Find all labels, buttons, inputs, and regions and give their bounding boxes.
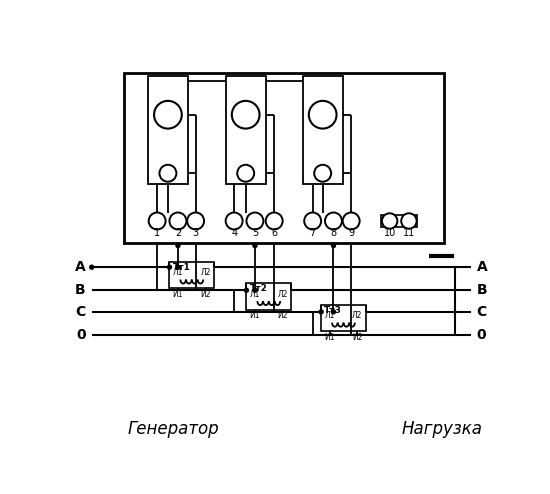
Text: B: B [75, 283, 85, 297]
Text: B: B [477, 283, 487, 297]
Bar [246, 284, 291, 310]
Circle shape [246, 212, 263, 229]
Circle shape [309, 101, 337, 128]
Text: Л2: Л2 [352, 311, 362, 320]
Text: 6: 6 [271, 228, 277, 238]
Text: A: A [477, 260, 487, 274]
Circle shape [266, 212, 283, 229]
Text: 2: 2 [175, 228, 181, 238]
Text: 5: 5 [252, 228, 258, 238]
Text: И1: И1 [250, 311, 260, 320]
Circle shape [167, 264, 172, 270]
Bar [381, 215, 417, 227]
Circle shape [331, 309, 336, 315]
Text: Л2: Л2 [200, 268, 211, 277]
Text: Л2: Л2 [277, 289, 288, 299]
Circle shape [148, 212, 166, 229]
Text: Нагрузка: Нагрузка [402, 420, 482, 438]
Circle shape [402, 213, 417, 229]
Bar [148, 76, 188, 184]
Text: И2: И2 [200, 289, 211, 299]
Bar [302, 76, 343, 184]
Text: И1: И1 [173, 289, 183, 299]
Text: 9: 9 [348, 228, 354, 238]
Text: 0: 0 [76, 328, 85, 342]
Text: 0: 0 [477, 328, 486, 342]
Circle shape [226, 212, 243, 229]
Circle shape [244, 288, 249, 293]
Text: И2: И2 [352, 333, 362, 342]
Circle shape [89, 264, 95, 270]
Circle shape [154, 101, 182, 128]
Circle shape [237, 165, 254, 182]
Text: Л1: Л1 [250, 289, 260, 299]
Circle shape [175, 264, 180, 270]
Circle shape [331, 243, 336, 248]
Text: И1: И1 [324, 333, 335, 342]
Text: 8: 8 [331, 228, 337, 238]
Circle shape [160, 165, 177, 182]
Circle shape [304, 212, 321, 229]
Circle shape [175, 243, 180, 248]
Circle shape [252, 288, 257, 293]
Text: Л1: Л1 [324, 311, 335, 320]
Text: Тт1: Тт1 [173, 263, 190, 272]
Text: 11: 11 [403, 228, 415, 238]
Text: И2: И2 [277, 311, 288, 320]
Text: 7: 7 [310, 228, 316, 238]
Text: Тт3: Тт3 [324, 306, 342, 315]
Text: Тт2: Тт2 [250, 284, 267, 293]
Circle shape [187, 212, 204, 229]
Text: 4: 4 [231, 228, 237, 238]
Bar [321, 305, 366, 331]
Circle shape [232, 101, 260, 128]
Text: Генератор: Генератор [128, 420, 219, 438]
Bar [124, 73, 444, 243]
Bar [169, 262, 214, 288]
Circle shape [325, 212, 342, 229]
Text: A: A [75, 260, 85, 274]
Text: Л1: Л1 [173, 268, 183, 277]
Circle shape [252, 243, 257, 248]
Text: C: C [75, 305, 85, 319]
Text: 1: 1 [154, 228, 160, 238]
Text: C: C [477, 305, 487, 319]
Text: 10: 10 [383, 228, 396, 238]
Circle shape [318, 309, 324, 315]
Text: 3: 3 [192, 228, 199, 238]
Circle shape [314, 165, 331, 182]
Circle shape [382, 213, 398, 229]
Circle shape [169, 212, 186, 229]
Bar [226, 76, 266, 184]
Circle shape [343, 212, 360, 229]
